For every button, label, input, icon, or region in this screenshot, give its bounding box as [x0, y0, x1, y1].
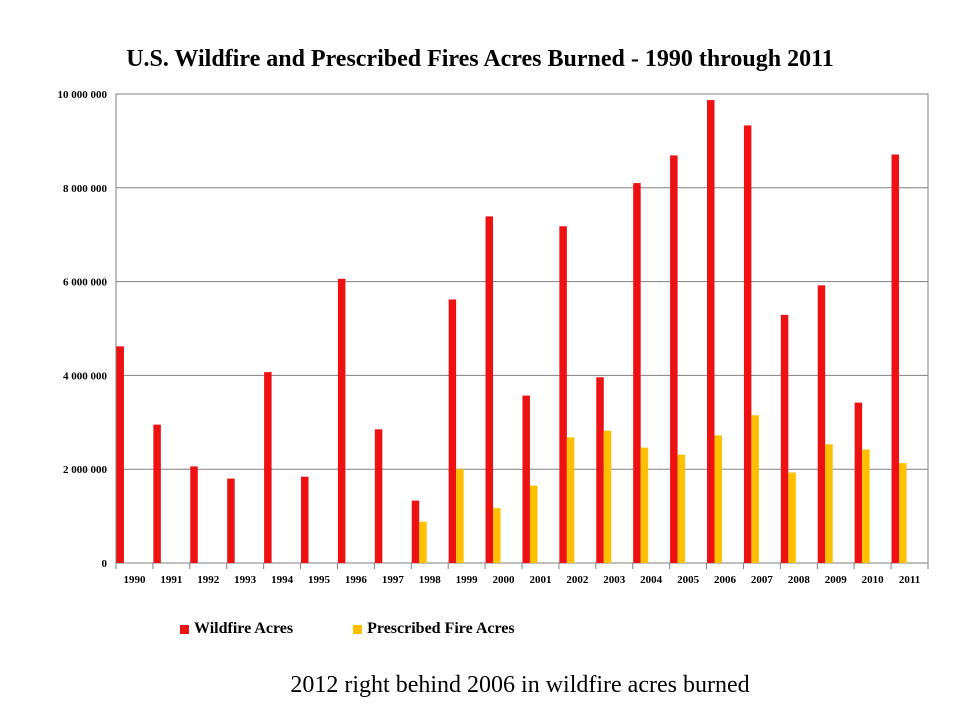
- bar-prescribed: [456, 469, 464, 563]
- bar-wildfire: [264, 372, 272, 563]
- x-tick-label: 2009: [825, 574, 848, 586]
- bar-prescribed: [603, 430, 612, 563]
- bar-prescribed: [493, 508, 501, 563]
- bar-wildfire: [190, 466, 198, 563]
- legend-label-prescribed: Prescribed Fire Acres: [367, 620, 515, 637]
- x-tick-label: 2006: [714, 574, 737, 586]
- x-tick-label: 1995: [308, 574, 331, 586]
- x-tick-label: 2011: [899, 574, 920, 586]
- legend-item-prescribed: Prescribed Fire Acres: [353, 620, 515, 638]
- y-tick-label: 10 000 000: [58, 89, 108, 101]
- legend-swatch-wildfire: [180, 624, 189, 634]
- bar-prescribed: [566, 437, 575, 563]
- y-tick-label: 4 000 000: [63, 370, 108, 382]
- x-tick-label: 2007: [751, 574, 774, 586]
- bar-prescribed: [825, 444, 833, 563]
- plot-area-frame: [115, 93, 929, 564]
- bar-wildfire: [227, 478, 235, 563]
- x-tick-label: 2004: [640, 574, 663, 586]
- x-tick-label: 1993: [234, 574, 257, 586]
- y-tick-label: 8 000 000: [63, 183, 108, 195]
- bar-prescribed: [862, 449, 870, 563]
- bar-wildfire: [596, 377, 604, 563]
- y-tick-label: 6 000 000: [63, 277, 108, 289]
- x-tick-label: 1996: [345, 574, 368, 586]
- x-tick-label: 1990: [123, 574, 146, 586]
- bar-wildfire: [559, 226, 567, 563]
- slide-caption: 2012 right behind 2006 in wildfire acres…: [290, 672, 750, 698]
- bar-wildfire: [374, 429, 383, 563]
- bar-prescribed: [640, 447, 649, 563]
- x-tick-label: 2000: [493, 574, 516, 586]
- legend-item-wildfire: Wildfire Acres: [180, 620, 293, 638]
- bar-wildfire: [633, 183, 641, 564]
- x-tick-label: 1992: [197, 574, 220, 586]
- y-tick-label: 0: [102, 558, 108, 570]
- bar-wildfire: [522, 395, 530, 563]
- bar-wildfire: [780, 314, 789, 563]
- bar-wildfire: [817, 285, 826, 563]
- bar-wildfire: [891, 154, 900, 563]
- bar-prescribed: [419, 521, 427, 563]
- bar-prescribed: [788, 472, 796, 563]
- x-tick-label: 1994: [271, 574, 294, 586]
- x-tick-label: 1991: [160, 574, 182, 586]
- legend-swatch-prescribed: [353, 624, 363, 634]
- bar-prescribed: [751, 415, 759, 563]
- x-tick-label: 2010: [862, 574, 885, 586]
- x-tick-label: 2003: [603, 574, 626, 586]
- bar-wildfire: [301, 476, 309, 563]
- bar-prescribed: [529, 485, 538, 563]
- bar-wildfire: [670, 155, 678, 563]
- x-tick-label: 2008: [788, 574, 811, 586]
- x-tick-label: 1999: [456, 574, 479, 586]
- legend: Wildfire Acres Prescribed Fire Acres: [180, 620, 515, 638]
- x-tick-label: 2001: [529, 574, 551, 586]
- bar-wildfire: [485, 216, 494, 563]
- bar-wildfire: [448, 299, 457, 563]
- bar-wildfire: [153, 424, 161, 563]
- bar-wildfire: [854, 402, 863, 563]
- gridlines: [116, 93, 928, 564]
- x-tick-label: 2002: [566, 574, 589, 586]
- axes: 0 2 000 000 4 000 000 6 000 000 8 000 000 10 …: [58, 89, 929, 586]
- y-tick-label: 2 000 000: [63, 464, 108, 476]
- legend-label-wildfire: Wildfire Acres: [194, 620, 294, 637]
- x-tick-label: 1997: [382, 574, 405, 586]
- bar-prescribed: [677, 454, 686, 563]
- bars: [116, 100, 907, 564]
- bar-wildfire: [337, 278, 346, 563]
- x-tick-label: 2005: [677, 574, 700, 586]
- bar-wildfire: [707, 100, 715, 564]
- bar-prescribed: [899, 463, 907, 563]
- bar-wildfire: [411, 500, 420, 563]
- bar-wildfire: [116, 346, 124, 563]
- bar-wildfire: [743, 125, 752, 563]
- bar-prescribed: [714, 435, 722, 563]
- x-tick-label: 1998: [419, 574, 442, 586]
- chart-title: U.S. Wildfire and Prescribed Fires Acres…: [126, 46, 834, 72]
